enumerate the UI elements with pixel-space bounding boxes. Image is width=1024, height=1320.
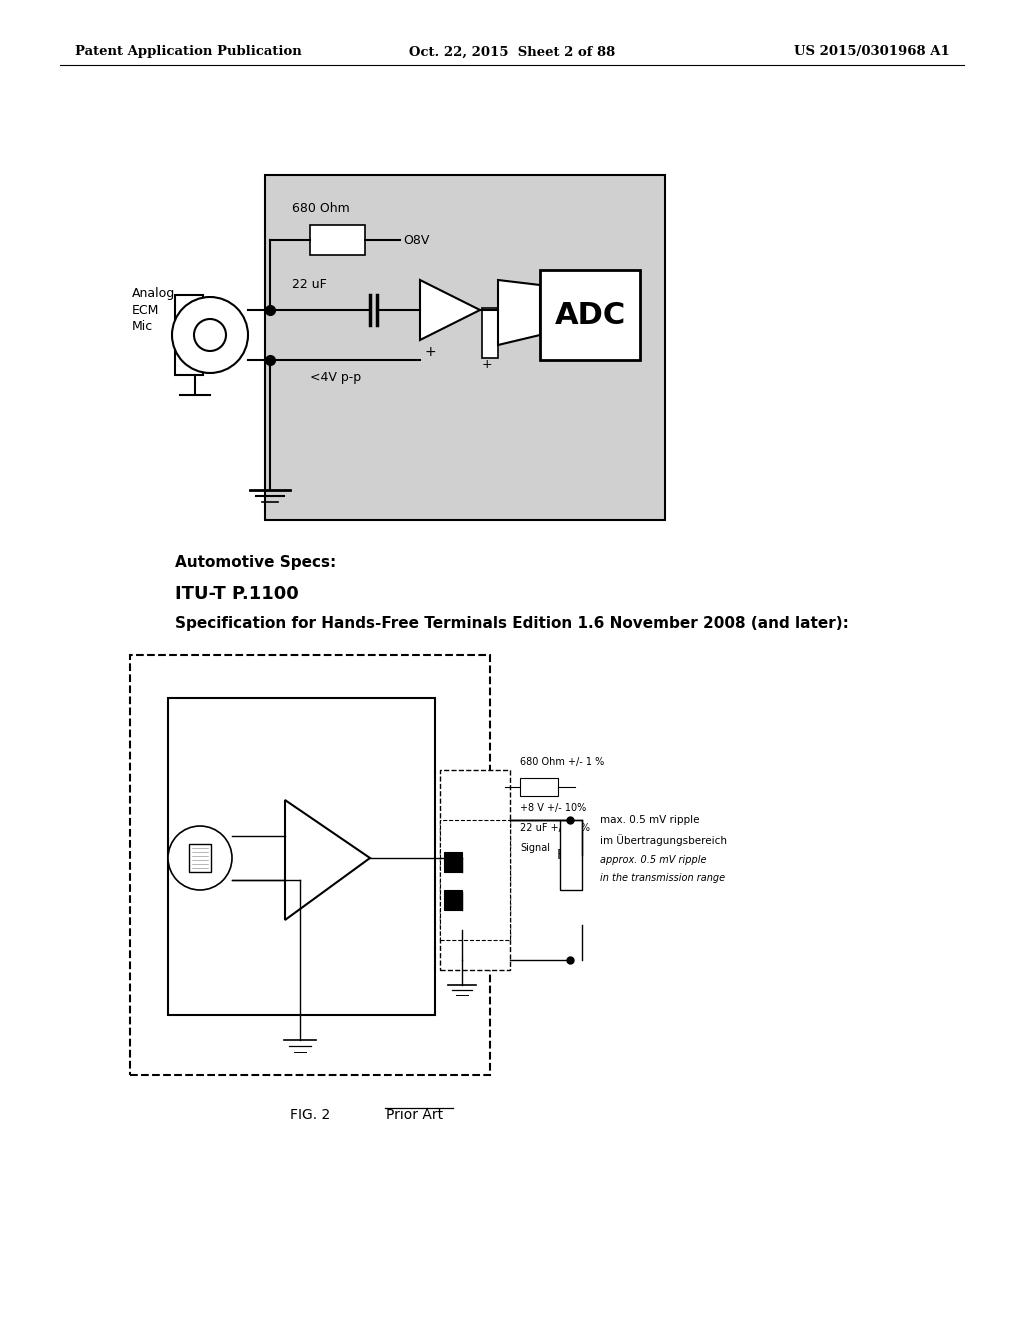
Bar	[168, 698, 435, 1015]
Bar	[444, 890, 462, 909]
Text: ADC: ADC	[554, 301, 626, 330]
Text: +: +	[481, 359, 493, 371]
Bar	[560, 820, 582, 890]
Bar	[189, 843, 211, 873]
Bar	[444, 851, 462, 873]
Circle shape	[168, 826, 232, 890]
Text: Patent Application Publication: Patent Application Publication	[75, 45, 302, 58]
Text: ITU-T P.1100: ITU-T P.1100	[175, 585, 299, 603]
Bar	[175, 294, 203, 375]
Bar	[265, 176, 665, 520]
Text: approx. 0.5 mV ripple: approx. 0.5 mV ripple	[600, 855, 707, 865]
Text: 680 Ohm: 680 Ohm	[292, 202, 350, 214]
Text: in the transmission range: in the transmission range	[600, 873, 725, 883]
Text: <4V p-p: <4V p-p	[310, 371, 361, 384]
Bar	[440, 820, 510, 940]
Bar	[310, 224, 365, 255]
Text: FIG. 2: FIG. 2	[290, 1107, 330, 1122]
Text: 680 Ohm +/- 1 %: 680 Ohm +/- 1 %	[520, 756, 604, 767]
Circle shape	[172, 297, 248, 374]
Text: Prior Art: Prior Art	[386, 1107, 443, 1122]
Bar	[440, 770, 510, 970]
Text: im Übertragungsbereich: im Übertragungsbereich	[600, 834, 727, 846]
Polygon shape	[498, 280, 540, 345]
Text: Analog
ECM
Mic: Analog ECM Mic	[132, 288, 175, 333]
Text: Oct. 22, 2015  Sheet 2 of 88: Oct. 22, 2015 Sheet 2 of 88	[409, 45, 615, 58]
Text: Specification for Hands-Free Terminals Edition 1.6 November 2008 (and later):: Specification for Hands-Free Terminals E…	[175, 616, 849, 631]
Text: 22 uF: 22 uF	[292, 279, 327, 292]
Text: RL: RL	[482, 331, 498, 345]
Text: 22 uF +/- 20%: 22 uF +/- 20%	[520, 822, 590, 833]
Text: −: −	[425, 290, 436, 305]
Text: +8 V +/- 10%: +8 V +/- 10%	[520, 803, 587, 813]
Bar	[130, 655, 490, 1074]
Polygon shape	[285, 800, 370, 920]
Bar	[540, 271, 640, 360]
Text: +: +	[425, 345, 436, 359]
Text: US 2015/0301968 A1: US 2015/0301968 A1	[795, 45, 950, 58]
Text: max. 0.5 mV ripple: max. 0.5 mV ripple	[600, 814, 699, 825]
Text: Signal: Signal	[520, 843, 550, 853]
Text: R: R	[557, 847, 566, 862]
Text: Automotive Specs:: Automotive Specs:	[175, 554, 336, 570]
Polygon shape	[420, 280, 480, 341]
Bar	[482, 308, 498, 358]
Circle shape	[194, 319, 226, 351]
Bar	[520, 777, 558, 796]
Text: O8V: O8V	[403, 234, 429, 247]
